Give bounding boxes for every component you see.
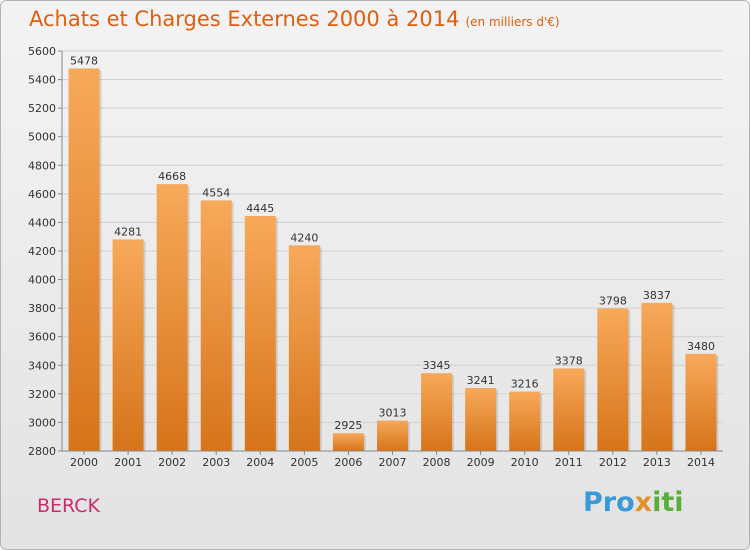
y-tick-label: 3800 xyxy=(28,302,56,315)
data-label: 4554 xyxy=(202,186,230,199)
title-text: Achats et Charges Externes 2000 à 2014 xyxy=(29,7,460,31)
data-label: 3837 xyxy=(643,289,671,302)
x-tick-label: 2010 xyxy=(511,456,539,469)
y-tick-label: 3200 xyxy=(28,388,56,401)
data-label: 4281 xyxy=(114,225,142,238)
bar xyxy=(200,200,232,451)
y-tick-label: 5400 xyxy=(28,74,56,87)
y-tick-label: 4600 xyxy=(28,188,56,201)
logo-part-3: iti xyxy=(652,487,684,518)
y-tick-label: 5200 xyxy=(28,102,56,115)
y-tick-label: 4800 xyxy=(28,159,56,172)
bar xyxy=(465,388,497,451)
x-tick-label: 2004 xyxy=(246,456,274,469)
y-tick-label: 5600 xyxy=(28,45,56,58)
bar xyxy=(509,391,541,451)
chart-title: Achats et Charges Externes 2000 à 2014 (e… xyxy=(29,7,560,31)
data-label: 5478 xyxy=(70,54,98,67)
x-tick-label: 2012 xyxy=(599,456,627,469)
proxiti-logo: Proxiti xyxy=(583,487,684,518)
bar xyxy=(244,216,276,451)
city-name: BERCK xyxy=(37,495,101,517)
x-tick-label: 2011 xyxy=(555,456,583,469)
y-tick-label: 4400 xyxy=(28,216,56,229)
bar xyxy=(421,373,453,451)
bar xyxy=(156,184,188,451)
bar xyxy=(332,433,364,451)
bar xyxy=(641,302,673,451)
x-tick-label: 2000 xyxy=(70,456,98,469)
x-tick-label: 2005 xyxy=(290,456,318,469)
y-tick-label: 4200 xyxy=(28,245,56,258)
y-tick-label: 3000 xyxy=(28,416,56,429)
data-label: 3378 xyxy=(555,354,583,367)
logo-part-2: x xyxy=(634,487,653,518)
bar xyxy=(68,68,100,451)
data-label: 3798 xyxy=(599,294,627,307)
data-label: 3216 xyxy=(511,378,539,391)
data-label: 2925 xyxy=(334,419,362,432)
data-label: 3241 xyxy=(467,374,495,387)
x-tick-label: 2014 xyxy=(687,456,715,469)
data-label: 3345 xyxy=(423,359,451,372)
bar xyxy=(112,239,144,451)
bar xyxy=(553,368,585,451)
x-tick-label: 2003 xyxy=(202,456,230,469)
data-label: 4445 xyxy=(246,202,274,215)
y-tick-label: 3600 xyxy=(28,331,56,344)
data-label: 3480 xyxy=(687,340,715,353)
y-tick-label: 5000 xyxy=(28,131,56,144)
x-tick-label: 2006 xyxy=(334,456,362,469)
bar xyxy=(685,353,717,451)
x-tick-label: 2002 xyxy=(158,456,186,469)
bar xyxy=(377,420,408,451)
data-label: 3013 xyxy=(379,407,407,420)
x-tick-label: 2013 xyxy=(643,456,671,469)
y-tick-label: 3400 xyxy=(28,359,56,372)
y-tick-label: 2800 xyxy=(28,445,56,458)
bar xyxy=(288,245,320,451)
y-tick-label: 4000 xyxy=(28,274,56,287)
unit-text: (en milliers d'€) xyxy=(465,15,560,29)
data-label: 4668 xyxy=(158,170,186,183)
x-tick-label: 2007 xyxy=(379,456,407,469)
logo-part-1: Pro xyxy=(583,487,635,518)
x-tick-label: 2009 xyxy=(467,456,495,469)
data-label: 4240 xyxy=(290,231,318,244)
x-tick-label: 2001 xyxy=(114,456,142,469)
bar xyxy=(597,308,629,451)
x-tick-label: 2008 xyxy=(423,456,451,469)
